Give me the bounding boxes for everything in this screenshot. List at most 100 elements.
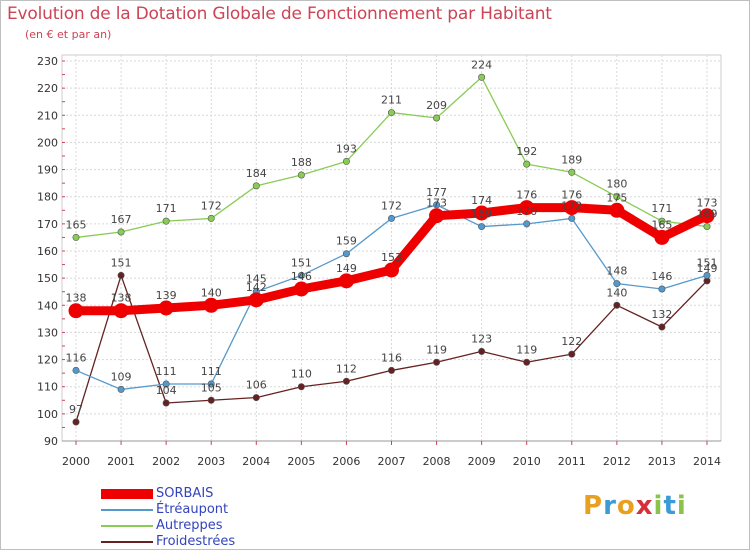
x-tick-label: 2007 <box>378 455 406 468</box>
data-point-autreppes <box>342 157 350 165</box>
logo-letter: P <box>583 491 604 521</box>
x-tick-label: 2003 <box>197 455 225 468</box>
data-label: 110 <box>291 368 312 381</box>
data-point-autreppes <box>72 233 80 241</box>
legend-swatch <box>101 525 153 527</box>
data-label: 184 <box>246 167 267 180</box>
data-point--tr-aupont <box>297 271 305 279</box>
data-label: 138 <box>66 292 87 305</box>
logo-letter: x <box>635 491 654 521</box>
data-label: 172 <box>381 199 402 212</box>
data-label: 188 <box>291 156 312 169</box>
data-point--tr-aupont <box>117 385 125 393</box>
x-tick-label: 2013 <box>648 455 676 468</box>
data-point-sorbais <box>338 273 354 289</box>
legend-label: Étréaupont <box>156 502 229 517</box>
legend-label: SORBAIS <box>156 486 214 501</box>
legend-swatch <box>101 541 153 543</box>
data-point-sorbais <box>564 200 580 216</box>
data-label: 148 <box>606 265 627 278</box>
data-point--tr-aupont <box>207 380 215 388</box>
data-point-sorbais <box>113 303 129 319</box>
data-point-sorbais <box>293 281 309 297</box>
data-point-autreppes <box>117 228 125 236</box>
data-label: 173 <box>426 197 447 210</box>
data-label: 111 <box>201 365 222 378</box>
data-label: 189 <box>561 153 582 166</box>
data-point-autreppes <box>297 171 305 179</box>
logo-letter: o <box>616 491 636 521</box>
x-tick-label: 2001 <box>107 455 135 468</box>
data-point-froidestr-es <box>252 394 260 402</box>
chart-title: Evolution de la Dotation Globale de Fonc… <box>7 4 552 24</box>
data-point-froidestr-es <box>162 399 170 407</box>
data-label: 116 <box>66 351 87 364</box>
data-point-froidestr-es <box>72 418 80 426</box>
data-point--tr-aupont <box>433 201 441 209</box>
y-tick-label: 210 <box>37 109 58 122</box>
data-label: 109 <box>111 370 132 383</box>
logo-letter: r <box>603 491 617 521</box>
data-label: 138 <box>111 292 132 305</box>
y-tick-label: 220 <box>37 82 58 95</box>
data-point--tr-aupont <box>162 380 170 388</box>
data-label: 165 <box>651 218 672 231</box>
data-label: 119 <box>426 343 447 356</box>
legend-swatch <box>101 489 153 499</box>
data-label: 116 <box>381 351 402 364</box>
data-label: 180 <box>606 178 627 191</box>
data-label: 171 <box>156 202 177 215</box>
data-label: 174 <box>471 194 492 207</box>
data-point-froidestr-es <box>297 383 305 391</box>
data-label: 193 <box>336 142 357 155</box>
data-label: 139 <box>156 289 177 302</box>
data-label: 159 <box>336 235 357 248</box>
data-label: 105 <box>201 381 222 394</box>
x-tick-label: 2005 <box>287 455 315 468</box>
data-point-autreppes <box>433 114 441 122</box>
data-label: 145 <box>246 273 267 286</box>
data-label: 209 <box>426 99 447 112</box>
logo-letter: i <box>676 491 687 521</box>
proxiti-logo: Proxiti <box>583 491 687 521</box>
data-point-froidestr-es <box>613 301 621 309</box>
data-point-froidestr-es <box>207 396 215 404</box>
data-label: 167 <box>111 213 132 226</box>
data-point-sorbais <box>158 300 174 316</box>
data-point--tr-aupont <box>613 280 621 288</box>
data-label: 176 <box>516 189 537 202</box>
logo-letter: i <box>653 491 664 521</box>
legend-label: Froidestrées <box>156 534 236 549</box>
x-tick-label: 2008 <box>423 455 451 468</box>
data-label: 172 <box>201 199 222 212</box>
data-point-sorbais <box>519 200 535 216</box>
data-label: 122 <box>561 335 582 348</box>
x-tick-label: 2012 <box>603 455 631 468</box>
data-point--tr-aupont <box>72 366 80 374</box>
data-label: 112 <box>336 362 357 375</box>
x-tick-label: 2006 <box>332 455 360 468</box>
data-point-sorbais <box>384 262 399 278</box>
data-label: 173 <box>697 197 718 210</box>
data-label: 104 <box>156 384 177 397</box>
data-point-sorbais <box>68 303 84 319</box>
data-label: 175 <box>606 191 627 204</box>
chart-legend: SORBAIS Étréaupont Autreppes Froidestrées <box>101 486 361 550</box>
legend-label: Autreppes <box>156 518 223 533</box>
data-point-sorbais <box>474 205 490 221</box>
data-point-autreppes <box>613 193 621 201</box>
data-point-froidestr-es <box>117 271 125 279</box>
data-label: 172 <box>561 199 582 212</box>
data-label: 170 <box>516 205 537 218</box>
y-tick-label: 200 <box>37 136 58 149</box>
y-tick-label: 130 <box>37 326 58 339</box>
data-label: 176 <box>561 189 582 202</box>
data-label: 171 <box>651 202 672 215</box>
data-point-autreppes <box>523 160 531 168</box>
data-point-sorbais <box>699 208 715 224</box>
y-tick-label: 180 <box>37 191 58 204</box>
data-point--tr-aupont <box>342 250 350 258</box>
data-point-froidestr-es <box>523 358 531 366</box>
